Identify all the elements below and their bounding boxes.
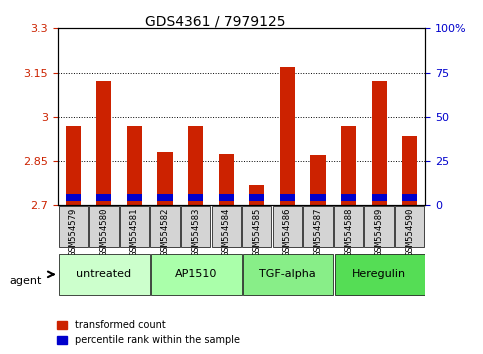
Text: agent: agent — [10, 276, 42, 286]
FancyBboxPatch shape — [395, 206, 425, 247]
Text: GSM554579: GSM554579 — [69, 207, 78, 256]
Text: GSM554584: GSM554584 — [222, 207, 231, 256]
Bar — [280, 67, 295, 205]
Bar — [402, 136, 417, 205]
Bar — [96, 81, 112, 205]
FancyBboxPatch shape — [120, 206, 149, 247]
FancyBboxPatch shape — [273, 206, 302, 247]
Bar — [371, 194, 387, 201]
Text: Heregulin: Heregulin — [352, 269, 406, 279]
FancyBboxPatch shape — [243, 253, 333, 295]
Text: untreated: untreated — [76, 269, 131, 279]
Bar — [249, 185, 265, 205]
Bar — [219, 194, 234, 201]
Bar — [96, 194, 112, 201]
FancyBboxPatch shape — [150, 206, 180, 247]
Bar — [341, 126, 356, 205]
FancyBboxPatch shape — [303, 206, 333, 247]
Text: GSM554582: GSM554582 — [160, 207, 170, 256]
Bar — [371, 81, 387, 205]
FancyBboxPatch shape — [58, 206, 88, 247]
FancyBboxPatch shape — [334, 206, 363, 247]
Text: GDS4361 / 7979125: GDS4361 / 7979125 — [145, 14, 285, 28]
Bar — [127, 126, 142, 205]
Text: GSM554581: GSM554581 — [130, 207, 139, 256]
Bar — [311, 194, 326, 201]
FancyBboxPatch shape — [365, 206, 394, 247]
Bar — [66, 126, 81, 205]
Text: GSM554589: GSM554589 — [375, 207, 384, 256]
FancyBboxPatch shape — [335, 253, 425, 295]
Bar — [127, 194, 142, 201]
Bar — [157, 194, 173, 201]
Bar — [188, 194, 203, 201]
Bar — [280, 194, 295, 201]
Bar — [219, 154, 234, 205]
FancyBboxPatch shape — [242, 206, 271, 247]
Text: GSM554585: GSM554585 — [252, 207, 261, 256]
Text: TGF-alpha: TGF-alpha — [259, 269, 316, 279]
Text: GSM554586: GSM554586 — [283, 207, 292, 256]
FancyBboxPatch shape — [151, 253, 242, 295]
Bar — [66, 194, 81, 201]
Bar — [311, 155, 326, 205]
FancyBboxPatch shape — [181, 206, 210, 247]
Text: AP1510: AP1510 — [174, 269, 217, 279]
FancyBboxPatch shape — [212, 206, 241, 247]
FancyBboxPatch shape — [89, 206, 118, 247]
Bar — [341, 194, 356, 201]
Text: GSM554587: GSM554587 — [313, 207, 323, 256]
Text: GSM554590: GSM554590 — [405, 207, 414, 256]
Bar — [402, 194, 417, 201]
Text: GSM554580: GSM554580 — [99, 207, 108, 256]
Text: GSM554588: GSM554588 — [344, 207, 353, 256]
Legend: transformed count, percentile rank within the sample: transformed count, percentile rank withi… — [53, 316, 243, 349]
Bar — [157, 152, 173, 205]
Text: GSM554583: GSM554583 — [191, 207, 200, 256]
Bar — [188, 126, 203, 205]
FancyBboxPatch shape — [59, 253, 150, 295]
Bar — [249, 194, 265, 201]
